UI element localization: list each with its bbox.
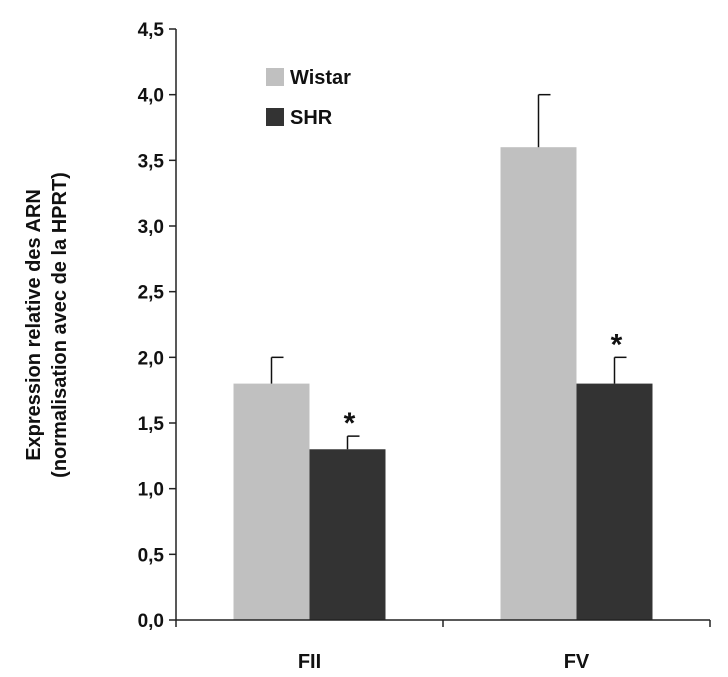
y-axis-title-line-1: Expression relative des ARN: [23, 189, 45, 461]
bar-shr-fii: [309, 449, 386, 620]
y-tick-label: 3,5: [138, 151, 165, 172]
y-tick-label: 0,5: [138, 545, 165, 566]
y-tick-label: 2,0: [138, 348, 164, 369]
significance-mark: *: [344, 407, 356, 440]
y-axis-title-line-2: (normalisation avec de la HPRT): [49, 172, 71, 478]
bars: **: [233, 93, 653, 620]
bar-wistar-fii: [233, 383, 310, 620]
legend: Wistar SHR: [266, 67, 351, 129]
y-tick-label: 2,5: [138, 283, 165, 304]
legend-swatch-shr: [266, 108, 284, 126]
bar-shr-fv: [576, 383, 653, 620]
x-axis-labels: FII FV: [298, 651, 590, 673]
x-tick-label: FII: [298, 651, 321, 673]
axes: [175, 29, 711, 627]
y-axis-title: Expression relative des ARN (normalisati…: [23, 172, 71, 478]
legend-label-wistar: Wistar: [290, 67, 351, 89]
x-tick-label: FV: [564, 651, 590, 673]
significance-mark: *: [611, 328, 623, 361]
y-axis-ticks: 0,0 0,5 1,0 1,5 2,0 2,5 3,0 3,5 4,0 4,5: [138, 20, 176, 632]
bar-wistar-fv: [500, 147, 577, 620]
y-tick-label: 4,0: [138, 86, 164, 107]
y-tick-label: 3,0: [138, 217, 164, 238]
y-tick-label: 0,0: [138, 611, 164, 632]
legend-label-shr: SHR: [290, 107, 333, 129]
legend-swatch-wistar: [266, 68, 284, 86]
y-tick-label: 1,0: [138, 480, 164, 501]
y-tick-label: 1,5: [138, 414, 165, 435]
y-tick-label: 4,5: [138, 20, 165, 41]
